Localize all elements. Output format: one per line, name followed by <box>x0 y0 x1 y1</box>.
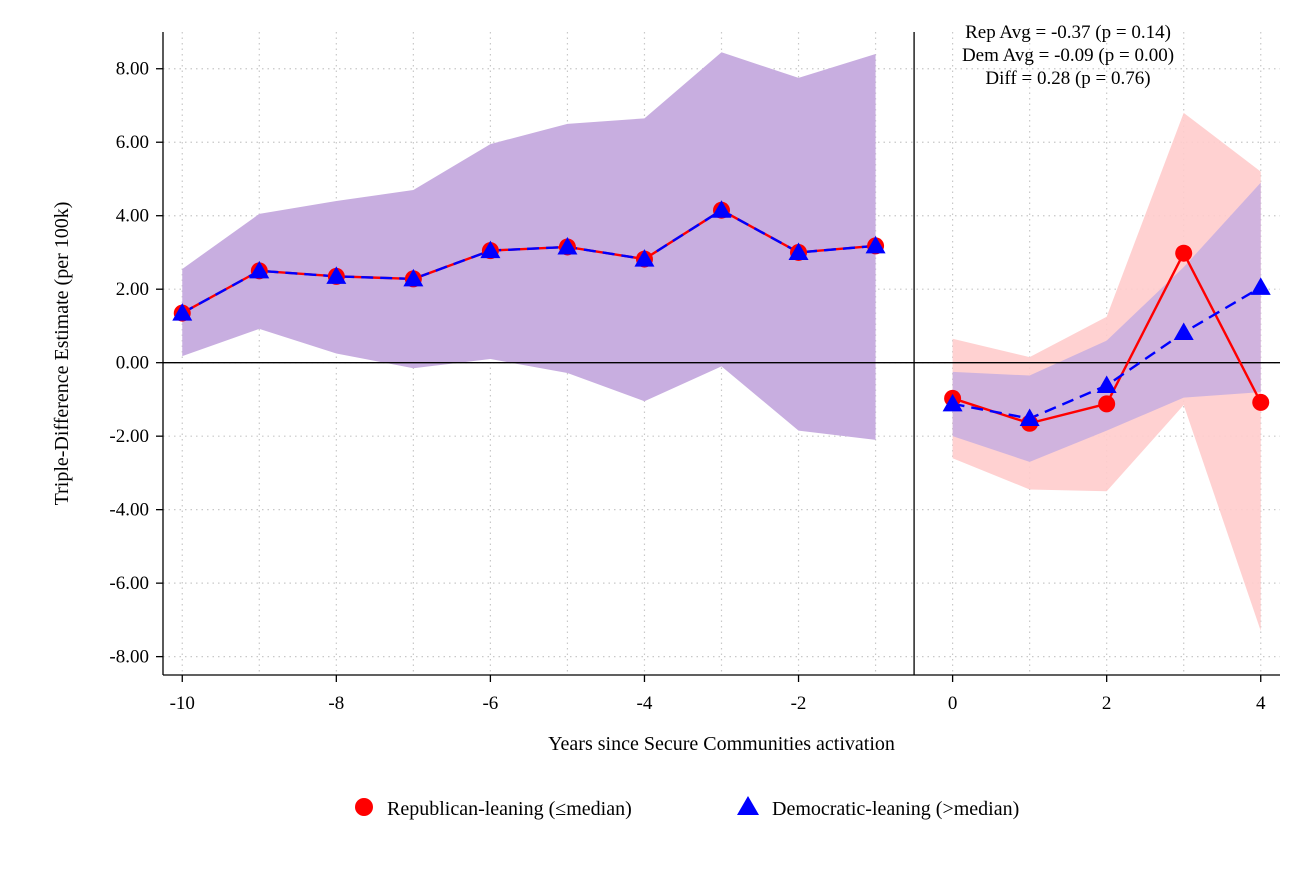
axes <box>156 32 1280 682</box>
legend: Republican-leaning (≤median) Democratic-… <box>355 796 1019 820</box>
x-tick-label: -2 <box>791 693 807 714</box>
rep-point <box>1098 395 1116 413</box>
x-tick-label: -10 <box>170 693 195 714</box>
y-tick-label: 6.00 <box>116 132 149 153</box>
y-tick-label: 4.00 <box>116 206 149 227</box>
x-tick-label: 2 <box>1102 693 1112 714</box>
dem-point <box>326 266 347 284</box>
y-tick-label: -8.00 <box>109 647 149 668</box>
series-markers <box>172 200 1271 432</box>
annotation-dem-avg: Dem Avg = -0.09 (p = 0.00) <box>962 45 1174 66</box>
legend-rep-marker <box>355 798 373 816</box>
dem-point <box>634 249 655 267</box>
reference-lines <box>163 32 1280 675</box>
confidence-bands <box>182 52 1261 631</box>
annotation-rep-avg: Rep Avg = -0.37 (p = 0.14) <box>965 22 1171 43</box>
dem-point <box>480 240 501 259</box>
band-dem-post <box>952 182 1261 462</box>
dem-point <box>711 200 732 218</box>
tick-labels: -8.00 -6.00 -4.00 -2.00 0.00 2.00 4.00 6.00 8.00… <box>109 59 1266 714</box>
dem-point <box>172 303 193 321</box>
dem-point <box>403 268 424 287</box>
y-tick-label: 0.00 <box>116 353 149 374</box>
y-tick-label: 8.00 <box>116 59 149 80</box>
y-tick-label: -4.00 <box>109 500 149 521</box>
dem-point <box>1173 322 1194 341</box>
x-tick-label: -4 <box>637 693 653 714</box>
dem-point <box>1096 375 1117 393</box>
x-axis-title: Years since Secure Communities activatio… <box>548 733 895 755</box>
band-pre-period <box>182 52 876 440</box>
dem-point <box>865 235 886 254</box>
dem-point <box>1019 408 1040 427</box>
x-tick-label: 0 <box>948 693 958 714</box>
legend-dem-label: Democratic-leaning (>median) <box>772 798 1019 820</box>
dem-point <box>557 236 578 255</box>
y-tick-label: -2.00 <box>109 426 149 447</box>
annotation-block: Rep Avg = -0.37 (p = 0.14) Dem Avg = -0.… <box>962 22 1174 89</box>
dem-point <box>1250 277 1271 295</box>
dem-line-pre <box>181 208 876 315</box>
rep-point <box>1175 244 1193 262</box>
annotation-diff: Diff = 0.28 (p = 0.76) <box>985 68 1150 89</box>
rep-point <box>1252 393 1270 411</box>
dem-point <box>788 242 809 260</box>
legend-rep-label: Republican-leaning (≤median) <box>387 798 632 820</box>
y-tick-label: -6.00 <box>109 573 149 594</box>
legend-dem-marker <box>737 796 759 815</box>
x-tick-label: -8 <box>328 693 344 714</box>
x-tick-label: -6 <box>482 693 498 714</box>
dem-point <box>942 393 963 412</box>
x-tick-label: 4 <box>1256 693 1266 714</box>
y-tick-label: 2.00 <box>116 279 149 300</box>
dem-point <box>249 260 270 279</box>
y-axis-title: Triple-Difference Estimate (per 100k) <box>51 202 73 506</box>
